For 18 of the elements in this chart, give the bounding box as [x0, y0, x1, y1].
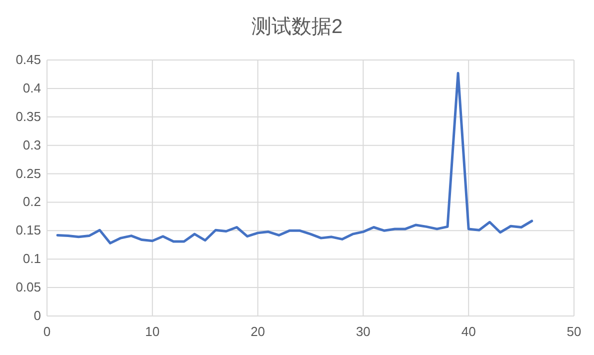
x-tick-label: 40 [461, 324, 476, 339]
x-tick-label: 10 [145, 324, 160, 339]
y-tick-label: 0.35 [16, 108, 41, 124]
x-tick-label: 0 [43, 324, 51, 339]
y-tick-label: 0.45 [16, 52, 41, 67]
y-tick-label: 0.15 [16, 222, 41, 238]
y-tick-label: 0.1 [22, 251, 41, 266]
x-tick-label: 30 [356, 324, 370, 339]
y-tick-label: 0.2 [22, 194, 41, 210]
line-series [56, 72, 534, 244]
y-tick-label: 0 [34, 308, 41, 323]
x-tick-label: 50 [566, 324, 582, 339]
y-tick-label: 0.4 [22, 80, 41, 96]
y-tick-label: 0.25 [16, 166, 41, 181]
y-tick-label: 0.3 [22, 137, 41, 152]
x-tick-label: 20 [250, 324, 266, 339]
chart-title: 测试数据2 [251, 16, 343, 38]
y-tick-label: 0.05 [16, 280, 41, 295]
